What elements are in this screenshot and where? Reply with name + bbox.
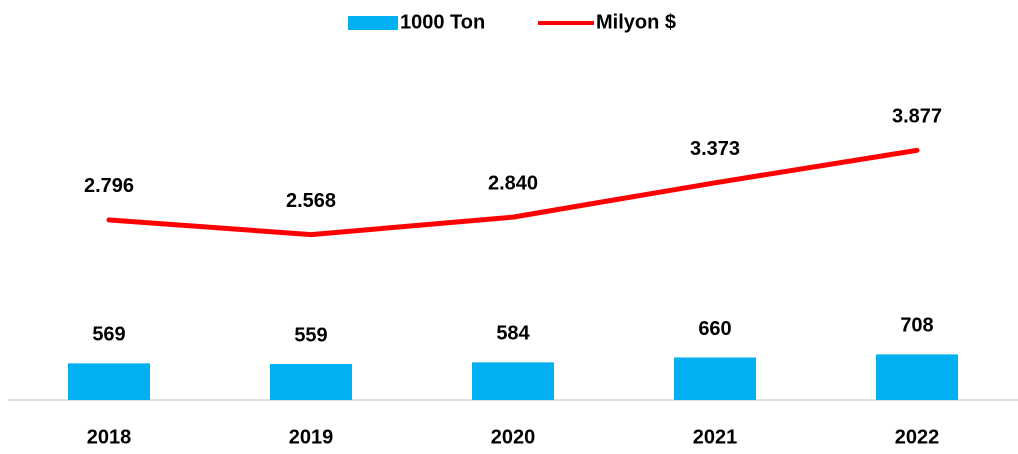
data-label: 2.796	[84, 175, 134, 197]
data-label: 569	[92, 324, 125, 346]
bar	[876, 354, 958, 400]
data-label: 3.373	[690, 138, 740, 160]
legend-label: 1000 Ton	[400, 11, 485, 33]
x-tick-label: 2019	[289, 426, 334, 448]
bar	[270, 364, 352, 400]
bar	[472, 362, 554, 400]
legend-label: Milyon $	[596, 11, 676, 33]
data-label: 584	[496, 323, 530, 345]
bar	[674, 357, 756, 400]
data-label: 559	[294, 324, 327, 346]
data-label: 2.840	[488, 172, 538, 194]
data-label: 3.877	[892, 106, 942, 128]
x-tick-label: 2020	[491, 426, 536, 448]
data-label: 708	[900, 315, 933, 337]
x-tick-label: 2018	[87, 426, 132, 448]
bar	[68, 363, 150, 400]
x-tick-label: 2022	[895, 426, 940, 448]
data-label: 660	[698, 318, 731, 340]
legend-swatch	[348, 16, 398, 30]
line	[106, 147, 920, 238]
x-tick-label: 2021	[693, 426, 738, 448]
data-label: 2.568	[286, 190, 336, 212]
